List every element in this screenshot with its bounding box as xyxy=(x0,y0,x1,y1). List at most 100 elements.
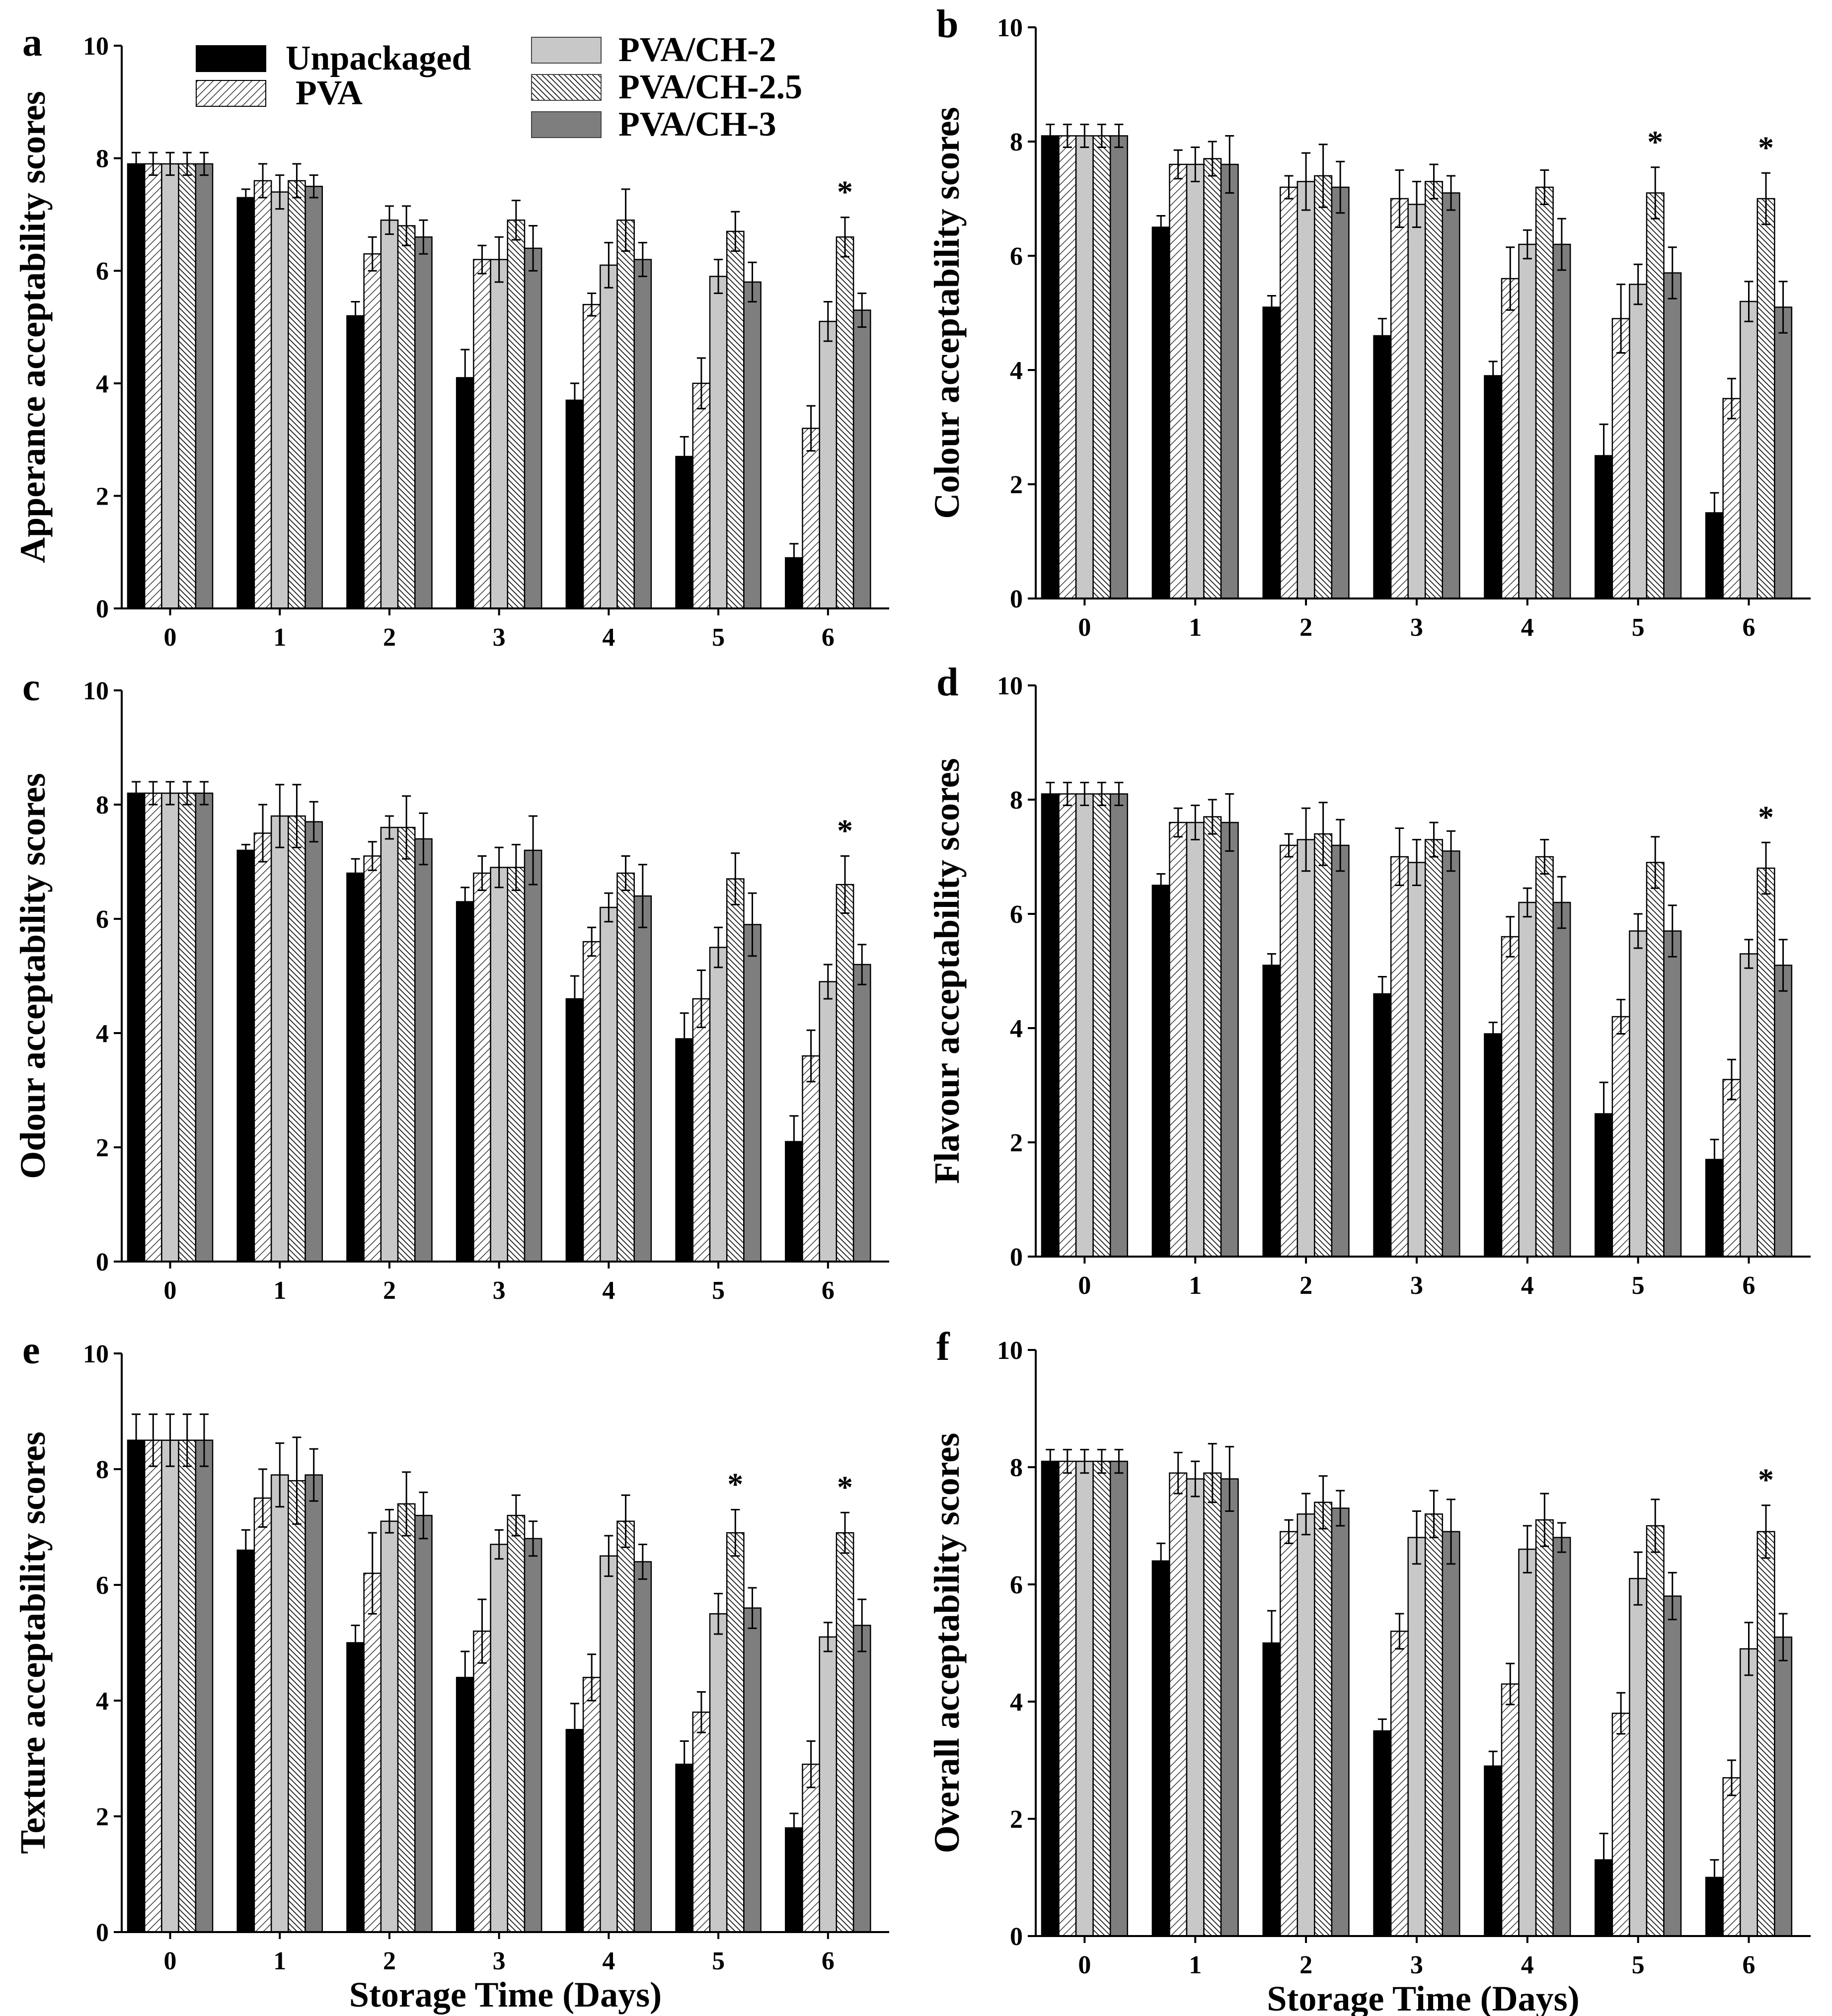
bar-f-pva-ch-2-5-day-3 xyxy=(1424,1513,1443,1937)
bar-d-pva-ch-2-5-day-1 xyxy=(1203,816,1222,1258)
x-tick-label: 6 xyxy=(822,1947,835,1975)
x-tick-label: 3 xyxy=(1410,613,1423,642)
bar-a-pva-ch-2-5-day-5 xyxy=(726,230,745,609)
bar-e-pva-ch-3-day-3 xyxy=(524,1538,542,1933)
bar-a-pva-ch-2-day-2 xyxy=(380,219,399,609)
bar-b-unpackaged-day-3 xyxy=(1373,335,1392,599)
x-tick-label: 4 xyxy=(1521,613,1534,642)
bar-c-pva-day-5 xyxy=(692,998,711,1263)
bar-b-pva-ch-3-day-0 xyxy=(1109,135,1128,599)
bar-d-pva-day-6 xyxy=(1722,1079,1741,1258)
bar-d-pva-day-0 xyxy=(1058,793,1077,1258)
bar-c-pva-ch-2-5-day-1 xyxy=(288,815,306,1263)
bar-e-pva-ch-2-5-day-4 xyxy=(616,1520,635,1933)
bar-f-pva-ch-3-day-0 xyxy=(1109,1460,1128,1937)
bar-d-unpackaged-day-1 xyxy=(1151,885,1170,1258)
bar-a-pva-day-3 xyxy=(473,259,491,609)
y-axis-title: Flavour acceptability scores xyxy=(927,758,967,1184)
legend-label-pva-ch-3: PVA/CH-3 xyxy=(618,105,776,144)
bar-a-pva-day-4 xyxy=(582,303,601,609)
bar-d-pva-ch-2-5-day-0 xyxy=(1092,793,1111,1258)
bar-f-unpackaged-day-0 xyxy=(1041,1460,1060,1937)
x-tick-label: 5 xyxy=(712,623,725,652)
y-tick-label: 8 xyxy=(96,145,109,173)
y-axis-title: Overall acceptability scores xyxy=(927,1433,967,1853)
panel-letter: f xyxy=(936,1325,950,1369)
bar-e-pva-ch-2-5-day-2 xyxy=(397,1503,416,1933)
y-tick-label: 6 xyxy=(96,257,109,286)
x-tick-label: 2 xyxy=(1299,1271,1312,1300)
bar-c-pva-ch-2-day-5 xyxy=(709,947,728,1263)
bar-a-unpackaged-day-2 xyxy=(346,315,365,609)
y-tick-label: 2 xyxy=(96,1134,109,1162)
bar-f-pva-day-6 xyxy=(1722,1777,1741,1937)
bar-d-pva-ch-2-day-4 xyxy=(1518,901,1537,1258)
x-axis-title: Storage Time (Days) xyxy=(1267,1979,1579,2016)
bar-c-unpackaged-day-1 xyxy=(236,849,255,1263)
x-tick-label: 2 xyxy=(383,1947,396,1975)
bar-b-pva-ch-2-5-day-0 xyxy=(1092,135,1111,599)
bar-d-pva-ch-3-day-2 xyxy=(1331,844,1350,1258)
bar-b-pva-ch-2-5-day-3 xyxy=(1424,181,1443,599)
bar-e-pva-ch-3-day-2 xyxy=(414,1514,433,1933)
bar-a-unpackaged-day-5 xyxy=(675,455,694,609)
bar-c-pva-ch-3-day-0 xyxy=(195,792,214,1263)
bar-f-pva-ch-3-day-1 xyxy=(1220,1478,1239,1937)
y-tick-label: 8 xyxy=(96,791,109,820)
bar-a-pva-ch-2-day-5 xyxy=(709,276,728,609)
x-tick-label: 5 xyxy=(712,1947,725,1975)
bar-b-pva-ch-3-day-4 xyxy=(1552,243,1571,599)
bar-a-unpackaged-day-4 xyxy=(565,399,584,609)
x-tick-label: 5 xyxy=(1632,1271,1645,1300)
bar-c-pva-day-1 xyxy=(253,832,272,1263)
bar-e-pva-ch-2-day-5 xyxy=(709,1613,728,1933)
bar-d-unpackaged-day-4 xyxy=(1484,1033,1503,1258)
x-tick-label: 4 xyxy=(1521,1271,1534,1300)
legend-swatch-pva-ch-2-5 xyxy=(531,74,602,101)
bar-f-unpackaged-day-4 xyxy=(1484,1765,1503,1937)
bar-a-pva-ch-2-5-day-6 xyxy=(836,236,854,609)
x-tick-label: 1 xyxy=(273,1947,286,1975)
x-tick-label: 4 xyxy=(602,623,615,652)
bar-e-pva-day-1 xyxy=(253,1497,272,1933)
bar-f-unpackaged-day-1 xyxy=(1151,1560,1170,1937)
bar-b-pva-ch-2-day-3 xyxy=(1407,204,1426,599)
bar-d-pva-ch-2-day-0 xyxy=(1075,793,1094,1258)
y-tick-label: 10 xyxy=(997,672,1023,700)
bar-c-pva-ch-3-day-5 xyxy=(743,924,762,1263)
bar-e-unpackaged-day-3 xyxy=(456,1677,474,1933)
bar-b-pva-ch-3-day-3 xyxy=(1442,192,1460,599)
bar-c-pva-ch-2-5-day-2 xyxy=(397,826,416,1263)
bar-e-pva-ch-2-day-3 xyxy=(490,1544,509,1933)
bar-c-pva-ch-3-day-4 xyxy=(633,895,652,1263)
legend-swatch-unpackaged xyxy=(196,45,266,72)
bar-d-pva-day-4 xyxy=(1501,936,1520,1258)
bar-b-pva-day-2 xyxy=(1280,186,1298,599)
bar-a-unpackaged-day-1 xyxy=(236,197,255,609)
bar-f-pva-day-0 xyxy=(1058,1460,1077,1937)
bar-c-pva-ch-2-5-day-6 xyxy=(836,884,854,1263)
bar-c-pva-day-6 xyxy=(802,1055,820,1263)
bar-a-pva-ch-3-day-3 xyxy=(524,247,542,609)
y-tick-label: 6 xyxy=(96,1571,109,1600)
y-tick-label: 6 xyxy=(1010,1571,1023,1599)
bar-a-pva-ch-3-day-5 xyxy=(743,281,762,609)
panel-letter: a xyxy=(22,21,42,65)
bar-f-pva-ch-3-day-2 xyxy=(1331,1507,1350,1937)
y-tick-label: 10 xyxy=(997,1337,1023,1365)
bar-f-pva-day-2 xyxy=(1280,1531,1298,1937)
y-tick-label: 2 xyxy=(1010,471,1023,499)
y-tick-label: 10 xyxy=(83,677,109,705)
bar-c-pva-ch-3-day-1 xyxy=(305,821,323,1263)
bar-b-pva-day-3 xyxy=(1390,198,1409,599)
panel-d: * 0 2 4 6 8 10 0 1 2 3 4 5 6 Flavour acceptability sco… xyxy=(927,661,1811,1300)
y-tick-label: 4 xyxy=(1010,1688,1023,1717)
bar-c-pva-ch-3-day-6 xyxy=(852,964,871,1263)
bar-a-pva-ch-3-day-0 xyxy=(195,163,214,609)
legend-swatch-pva-ch-3 xyxy=(531,111,602,138)
bar-f-pva-ch-2-day-3 xyxy=(1407,1537,1426,1937)
x-tick-label: 1 xyxy=(273,1276,286,1305)
significance-marker: * xyxy=(837,1469,853,1504)
y-tick-label: 0 xyxy=(96,595,109,623)
y-tick-label: 6 xyxy=(1010,900,1023,929)
